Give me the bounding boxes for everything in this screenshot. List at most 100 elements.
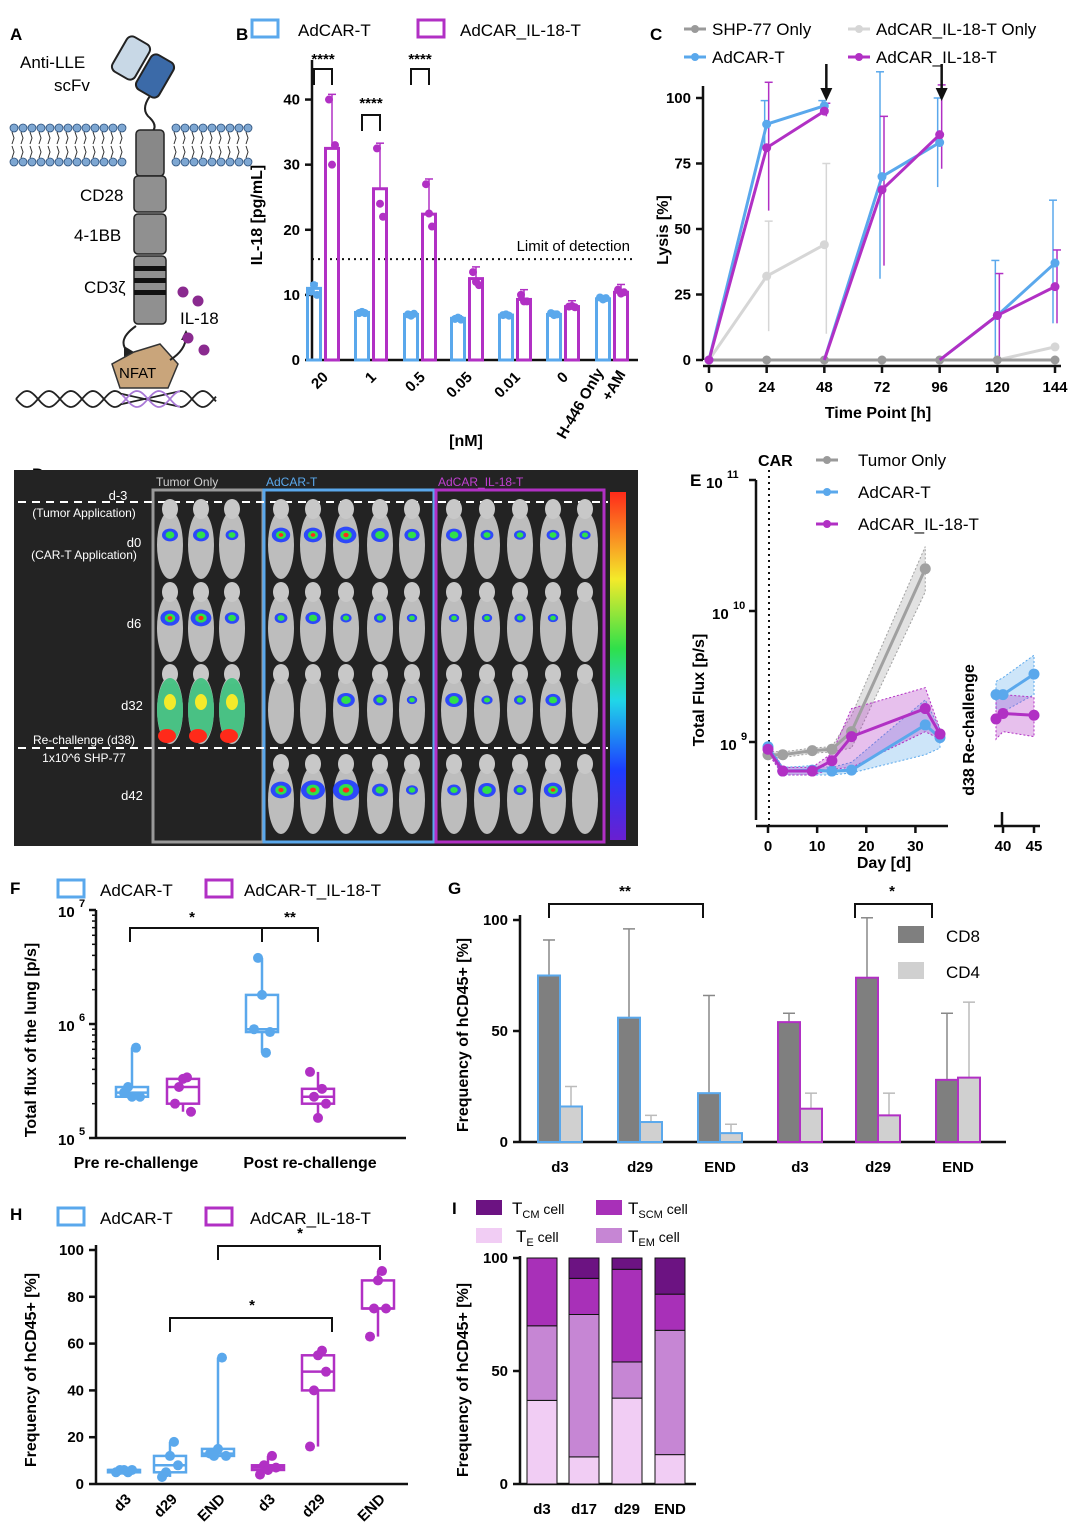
panel-e-chart: Tumor Only AdCAR-T AdCAR_IL-18-T CAR Tot…: [691, 451, 1042, 872]
lipid-head-top: [45, 123, 55, 133]
panel-f-point: [186, 1106, 196, 1117]
panel-b-y-tick-label: 0: [292, 352, 300, 369]
mouse-head: [545, 582, 561, 602]
mouse-signal-mid: [449, 531, 459, 539]
panel-e-marks: 0 10 20 30 40 45: [749, 470, 1042, 855]
panel-i-bar-segment: [568, 1314, 600, 1458]
mouse-head: [545, 754, 561, 774]
lipid-head-top: [36, 123, 46, 133]
legend-dot-adcar-t: [691, 53, 699, 61]
panel-e-point: [934, 728, 946, 740]
mouse-body: [441, 594, 467, 662]
lipid-head-bottom: [54, 157, 64, 167]
panel-g-x-tick-label: d29: [627, 1159, 653, 1176]
lipid-head-top: [81, 123, 91, 133]
panel-e-x-tick-label: 0: [764, 838, 772, 855]
lipid-head-top: [180, 123, 190, 133]
panel-c-point: [935, 130, 945, 140]
panel-i-bar-segment: [526, 1325, 558, 1401]
panel-c-x-tick-label: 72: [874, 379, 891, 396]
legend-swatch-tcm: [476, 1200, 502, 1215]
frame-adcar-t: [262, 488, 436, 844]
panel-h-point: [267, 1450, 277, 1461]
mouse-head: [446, 582, 462, 602]
panel-b-point: [620, 288, 628, 297]
panel-b-x-tick-label: 0.5: [402, 369, 429, 396]
panel-b-point: [505, 311, 513, 320]
mouse-head: [372, 664, 388, 684]
lipid-tail-top: [218, 131, 222, 145]
mouse-signal-hot: [189, 729, 207, 743]
lipid-head-bottom: [171, 157, 181, 167]
panel-h-point: [213, 1443, 223, 1454]
legend-label-adcar-il18: AdCAR_IL-18-T: [250, 1209, 371, 1228]
y-tick-7: 10 7: [58, 898, 85, 921]
panel-h-chart: AdCAR-T AdCAR_IL-18-T Frequency of hCD45…: [23, 1206, 408, 1525]
panel-e-point: [826, 765, 838, 777]
mouse-head: [512, 754, 528, 774]
lipid-head-top: [225, 123, 235, 133]
panel-i-bar-segment: [654, 1329, 686, 1456]
lipid-tail-bottom: [65, 145, 69, 159]
panel-e-x-tick-label: 40: [995, 838, 1012, 855]
mouse-body: [474, 594, 500, 662]
lipid-head-bottom: [216, 157, 226, 167]
panel-i-y-tick-label: 100: [483, 1250, 508, 1267]
panel-g-bar-cd4: [639, 1121, 663, 1144]
lipid-tail-top: [47, 131, 51, 145]
cd28-label: CD28: [80, 186, 123, 205]
row-label-rechallenge: Re-challenge (d38): [33, 733, 135, 747]
lipid-tail-top: [173, 131, 177, 145]
legend-label-adcar-il18: AdCAR_IL-18-T: [876, 48, 997, 67]
lipid-tail-top: [209, 131, 213, 145]
mouse-body: [367, 766, 393, 834]
y-axis-label: Total Flux [p/s]: [691, 634, 708, 747]
panel-f-point: [265, 1027, 275, 1038]
mouse-head: [162, 664, 178, 684]
row-label-tumor-application: (Tumor Application): [32, 506, 136, 520]
lipid-head-top: [90, 123, 100, 133]
mouse-body: [300, 511, 326, 579]
sig-bracket-0-5nm: [410, 68, 430, 85]
panel-b-point: [379, 212, 387, 221]
panel-c-x-tick-label: 0: [705, 379, 713, 396]
lipid-tail-top: [119, 131, 123, 145]
mouse-body: [399, 766, 425, 834]
panel-g-bar-cd8: [935, 1078, 959, 1143]
panel-c-x-tick-label: 144: [1042, 379, 1068, 396]
mouse-body: [474, 766, 500, 834]
mouse-body: [268, 594, 294, 662]
sig-post-groups: **: [284, 909, 296, 926]
mouse-head: [224, 582, 240, 602]
panel-h-x-tick-label: END: [354, 1491, 389, 1526]
lipid-tail-bottom: [200, 145, 204, 159]
panel-h-point: [263, 1464, 273, 1475]
transmembrane-domain: [135, 129, 165, 177]
mouse-body: [572, 676, 598, 744]
panel-c-chart: SHP-77 Only AdCAR_IL-18-T Only AdCAR-T A…: [655, 20, 1068, 422]
lipid-head-bottom: [9, 157, 19, 167]
panel-h-marks: 0 20 40 60 80 100 d3 d29 END d3 d29 END: [59, 1242, 408, 1525]
lipid-tail-top: [110, 131, 114, 145]
panel-b-bar: [516, 297, 532, 362]
panel-i-bar-segment: [611, 1397, 643, 1485]
panel-b-bar: [403, 312, 419, 362]
nfat-label: NFAT: [119, 365, 156, 382]
mouse-signal-mid: [342, 615, 350, 621]
mouse-head: [372, 754, 388, 774]
lipid-tail-bottom: [191, 145, 195, 159]
panel-g-x-tick-label: END: [704, 1159, 736, 1176]
panel-g-x-tick-label: d3: [791, 1159, 809, 1176]
mouse-head: [512, 582, 528, 602]
mouse-signal-mid: [548, 696, 558, 704]
mouse-signal-mid: [483, 697, 491, 703]
panel-f-point: [127, 1091, 137, 1102]
rechallenge-arrowhead: [935, 88, 948, 101]
mouse-head: [545, 499, 561, 519]
il-18-label: IL-18: [180, 309, 219, 328]
mouse-head: [273, 664, 289, 684]
panel-b-point: [425, 209, 433, 218]
sig-bracket-cd8-d29-end: [854, 903, 933, 918]
cd3z-label: CD3ζ: [84, 278, 126, 297]
panel-c-point: [877, 185, 887, 195]
